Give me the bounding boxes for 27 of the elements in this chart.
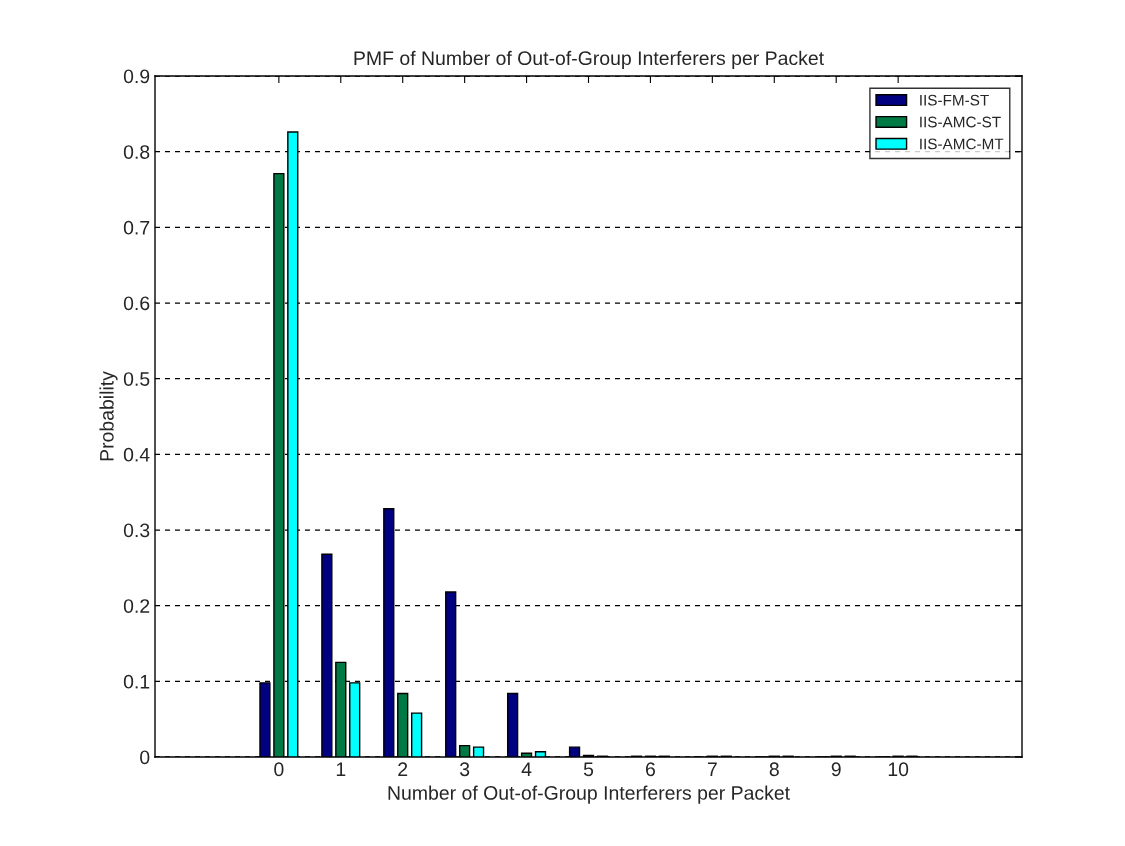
x-tick-label: 2 <box>398 762 408 776</box>
x-tick-label: 6 <box>646 762 655 777</box>
x-tick-label: 5 <box>583 762 594 777</box>
legend-label: IIS-AMC-MT <box>920 138 1004 150</box>
y-tick-label: 0.7 <box>123 220 150 235</box>
y-tick-label: 0.3 <box>123 523 150 538</box>
y-tick-label: 0.4 <box>123 447 150 462</box>
x-tick-label: 9 <box>831 762 841 777</box>
x-axis-title: Number of Out-of-Group Interferers per Packet <box>388 785 790 804</box>
y-tick-label: 0 <box>140 750 150 765</box>
y-tick-label: 0.5 <box>123 372 150 386</box>
legend-label: IIS-FM-ST <box>920 94 989 106</box>
y-tick-label: 0.6 <box>123 296 150 311</box>
x-tick-label: 0 <box>274 762 284 777</box>
x-tick-label: 1 <box>336 762 346 776</box>
x-tick-label: 8 <box>769 762 779 777</box>
x-tick-label: 10 <box>888 762 909 777</box>
y-tick-label: 0.1 <box>123 674 150 689</box>
legend-label: IIS-AMC-ST <box>920 116 1001 128</box>
y-tick-label: 0.9 <box>123 69 150 84</box>
chart-title: PMF of Number of Out-of-Group Interferers per Packet <box>354 50 824 69</box>
y-tick-label: 0.2 <box>123 599 150 613</box>
y-tick-label: 0.8 <box>123 145 150 159</box>
x-tick-label: 7 <box>707 762 717 776</box>
x-tick-label: 3 <box>459 762 470 777</box>
y-axis-title: Probability <box>99 371 118 461</box>
x-tick-label: 4 <box>521 762 532 776</box>
